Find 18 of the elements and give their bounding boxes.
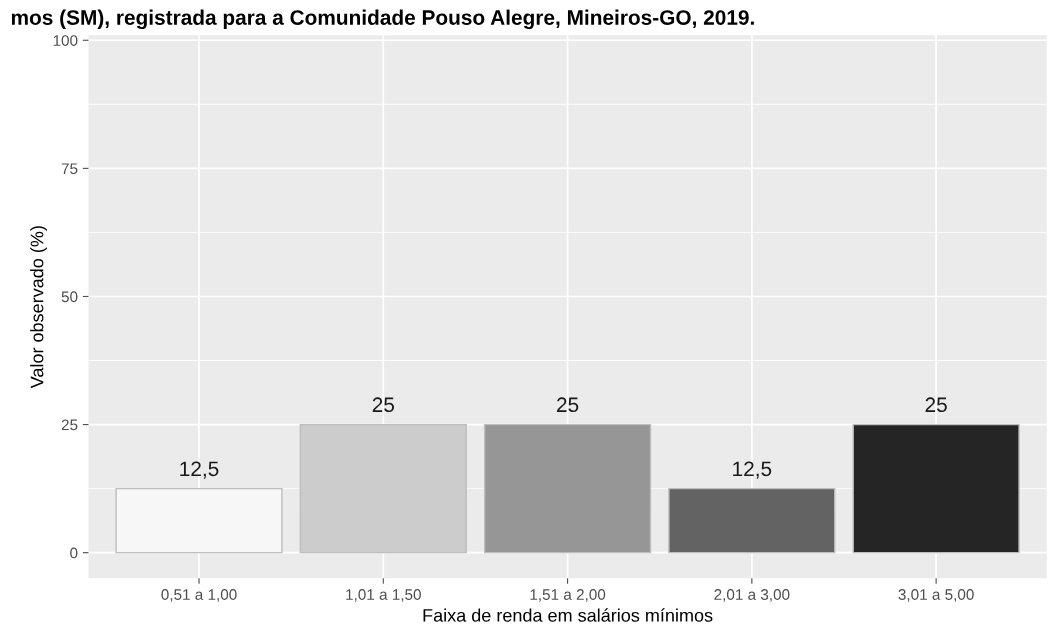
- data-label: 25: [372, 397, 395, 413]
- y-tick-label: 75: [61, 163, 78, 175]
- y-tick-label: 50: [61, 291, 78, 303]
- y-tick-label: 25: [61, 419, 78, 431]
- chart-title: mos (SM), registrada para a Comunidade Pouso Alegre, Mineiros-GO, 2019.: [11, 9, 754, 30]
- data-label: 12,5: [733, 461, 772, 479]
- data-label: 25: [557, 397, 579, 413]
- x-tick-label: 2,01 a 3,00: [714, 589, 790, 602]
- x-tick-label: 3,01 a 5,00: [898, 589, 974, 602]
- y-tick-label: 100: [53, 35, 78, 46]
- y-tick-label: 0: [70, 547, 78, 559]
- x-axis-title: Faixa de renda em salários mínimos: [423, 608, 713, 622]
- x-tick-label: 0,51 a 1,00: [161, 589, 237, 602]
- data-label: 25: [925, 397, 947, 413]
- x-tick-label: 1,51 a 2,00: [530, 589, 606, 602]
- y-axis-title: Valor observado (%): [30, 226, 47, 389]
- data-label: 12,5: [180, 461, 219, 479]
- x-tick-label: 1,01 a 1,50: [346, 589, 421, 602]
